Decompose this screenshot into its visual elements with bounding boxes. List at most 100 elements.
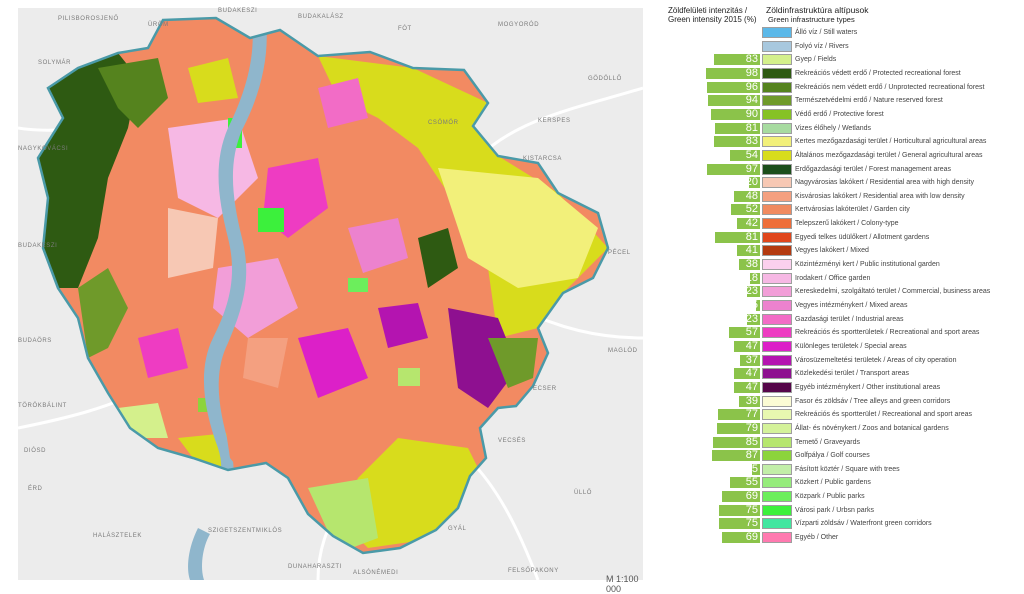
- legend-swatch: [762, 477, 792, 489]
- place-label: KERSPES: [538, 118, 571, 124]
- intensity-value: 94: [745, 94, 758, 107]
- intensity-value: 47: [745, 367, 758, 380]
- legend-swatch: [762, 231, 792, 243]
- intensity-value: 85: [745, 435, 758, 448]
- legend-swatch: [762, 122, 792, 134]
- legend-row: 15 Fásított köztér / Square with trees: [650, 462, 1024, 476]
- place-label: GÖDÖLLŐ: [588, 76, 622, 82]
- budapest-map: [18, 16, 643, 580]
- legend-swatch: [762, 95, 792, 107]
- intensity-bar: [750, 272, 760, 284]
- place-label: HALÁSZTELEK: [93, 533, 142, 539]
- intensity-value: 37: [745, 353, 758, 366]
- legend-row: 42 Telepszerű lakókert / Colony-type: [650, 217, 1024, 230]
- intensity-bar: [718, 504, 760, 516]
- legend-label: Irodakert / Office garden: [795, 274, 871, 282]
- intensity-value: 48: [745, 189, 758, 202]
- place-label: FÓT: [398, 26, 412, 32]
- place-label: ÜLLŐ: [574, 490, 593, 496]
- legend-label: Rekreációs és sportterület / Recreationa…: [795, 411, 973, 419]
- legend-label: Különleges területek / Special areas: [795, 342, 907, 350]
- legend-swatch: [762, 409, 792, 421]
- intensity-bar: [736, 218, 760, 230]
- legend-label: Folyó víz / Rivers: [795, 42, 849, 50]
- intensity-bar: [706, 67, 760, 79]
- legend-label: Erdőgazdasági terület / Forest managemen…: [795, 165, 952, 173]
- legend-label: Védő erdő / Protective forest: [795, 110, 884, 118]
- place-label: SOLYMÁR: [38, 60, 72, 66]
- intensity-value: 75: [745, 517, 758, 530]
- legend-swatch: [762, 381, 792, 393]
- intensity-value: 81: [745, 230, 758, 243]
- intensity-value: 97: [745, 162, 758, 175]
- legend-label: Egyedi telkes üdülőkert / Allotment gard…: [795, 233, 930, 241]
- legend-label: Telepszerű lakókert / Colony-type: [795, 220, 899, 228]
- legend-row: 81 Vizes élőhely / Wetlands: [650, 122, 1024, 135]
- intensity-value: 15: [745, 462, 758, 475]
- place-label: BUDAÖRS: [18, 338, 52, 344]
- intensity-bar: [747, 286, 760, 298]
- place-label: ÉRD: [28, 486, 43, 492]
- intensity-bar: [734, 340, 760, 352]
- intensity-bar: [737, 245, 760, 257]
- map-panel: PILISBOROSJENŐ ÜRÖM BUDAKESZI BUDAKALÁSZ FÓT…: [18, 8, 643, 594]
- legend-row: 47 Közlekedési terület / Transport areas: [650, 367, 1024, 380]
- intensity-bar: [739, 259, 760, 271]
- legend-swatch: [762, 149, 792, 161]
- legend-label: Nagyvárosias lakókert / Residential area…: [795, 179, 974, 187]
- place-label: DUNAHARASZTI: [288, 564, 342, 570]
- legend-row: 41 Vegyes lakókert / Mixed: [650, 244, 1024, 257]
- legend-label: Vegyes intézménykert / Mixed areas: [795, 302, 908, 309]
- legend-row: 90 Védő erdő / Protective forest: [650, 108, 1024, 121]
- place-label: BUDAKESZI: [18, 243, 58, 249]
- intensity-bar: [734, 368, 760, 380]
- legend-row: 54 Általános mezőgazdasági terület / Gene…: [650, 149, 1024, 162]
- intensity-bar: [708, 95, 760, 107]
- legend-row: 39 Fasor és zöldsáv / Tree alleys and gre…: [650, 394, 1024, 408]
- legend-label: Egyéb / Other: [795, 534, 839, 542]
- legend-row: 23 Kereskedelmi, szolgáltató terület / Co…: [650, 285, 1024, 298]
- place-label: GYÁL: [448, 526, 467, 532]
- legend-label: Fásított köztér / Square with trees: [795, 465, 900, 473]
- legend-swatch: [762, 422, 792, 434]
- place-label: ECSER: [533, 386, 557, 392]
- legend-row: 57 Rekreációs és sportterületek / Recreat…: [650, 326, 1024, 339]
- intensity-value: 96: [745, 80, 758, 93]
- intensity-bar: [714, 54, 760, 66]
- legend-swatch: [762, 190, 792, 202]
- intensity-value: 39: [745, 394, 758, 407]
- legend-label: Közlekedési terület / Transport areas: [795, 370, 910, 378]
- legend-swatch: [762, 340, 792, 352]
- legend-label: Vizes élőhely / Wetlands: [795, 124, 872, 132]
- intensity-bar: [713, 436, 760, 448]
- intensity-value: 57: [745, 326, 758, 339]
- intensity-value: 38: [745, 258, 758, 271]
- legend-row: 77 Rekreációs és sportterület / Recreatio…: [650, 408, 1024, 421]
- intensity-value: 69: [745, 531, 758, 544]
- intensity-bar: [733, 190, 760, 202]
- intensity-value: 23: [745, 312, 758, 325]
- intensity-value: 5: [751, 299, 758, 311]
- place-label: NAGYKOVÁCSI: [18, 146, 69, 152]
- legend-label: Városi park / Urbsn parks: [795, 506, 874, 514]
- legend-row: 79 Állat- és növénykert / Zoos and botani…: [650, 422, 1024, 435]
- intensity-bar: [749, 177, 760, 189]
- legend-label: Rekreációs védett erdő / Protected recre…: [795, 69, 961, 77]
- legend-swatch: [762, 463, 792, 475]
- legend-label: Közkert / Public gardens: [795, 479, 871, 487]
- legend-swatch: [762, 108, 792, 120]
- legend-label: Kertes mezőgazdasági terület / Horticult…: [795, 138, 987, 146]
- map-scale: M 1:100 000: [606, 574, 639, 594]
- intensity-value: 55: [745, 476, 758, 489]
- legend-swatch: [762, 300, 792, 311]
- intensity-bar: [730, 149, 760, 161]
- intensity-bar: [731, 204, 760, 216]
- legend-swatch: [762, 163, 792, 175]
- legend-label: Álló víz / Still waters: [795, 29, 858, 36]
- legend-swatch: [762, 491, 792, 503]
- place-label: VECSÉS: [498, 438, 526, 444]
- intensity-value: 47: [745, 339, 758, 352]
- legend-swatch: [762, 177, 792, 189]
- legend-row: 47 Egyéb intézménykert / Other institutio…: [650, 381, 1024, 394]
- intensity-bar: [747, 313, 760, 325]
